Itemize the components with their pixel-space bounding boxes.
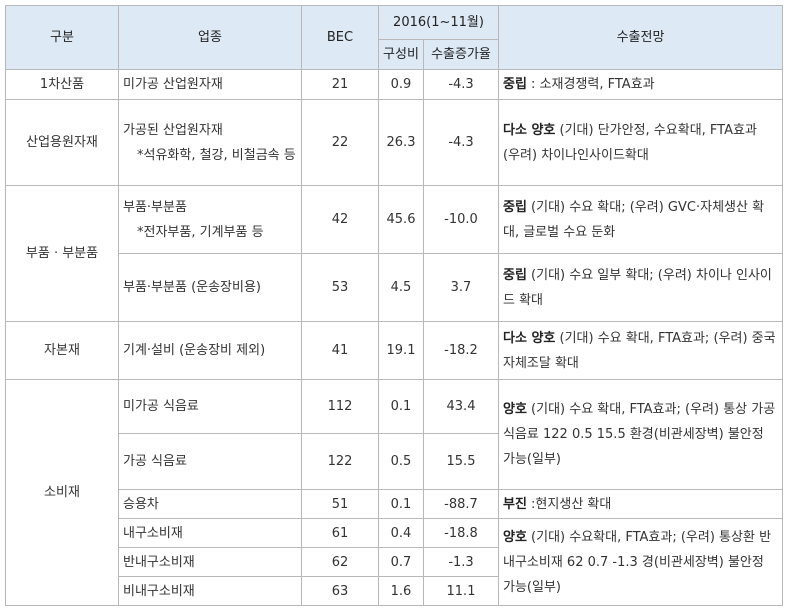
outlook-rating: 양호: [503, 402, 527, 417]
header-share: 구성비: [378, 39, 424, 70]
table-row: 부품·부분품 (운송장비용) 53 4.5 3.7 중립 (기대) 수요 일부 …: [6, 253, 783, 322]
growth-cell: -4.3: [423, 69, 499, 100]
outlook-text: :현지생산 확대: [526, 496, 612, 512]
outlook-text: : 소재경쟁력, FTA효과: [526, 77, 655, 92]
industry-cell: 내구소비재: [118, 518, 302, 548]
industry-cell: 가공 식음료: [118, 433, 302, 490]
category-cell: 부품 · 부분품: [5, 185, 119, 322]
bec-cell: 61: [301, 518, 379, 548]
bec-cell: 21: [301, 69, 379, 100]
bec-cell: 112: [301, 379, 379, 434]
outlook-rating: 중립: [503, 267, 527, 283]
bec-cell: 63: [301, 576, 379, 606]
bec-cell: 62: [301, 547, 379, 577]
table-row: 비내구소비재 63 1.6 11.1: [6, 576, 783, 606]
table-row: 1차산품 미가공 산업원자재 21 0.9 -4.3 중립 : 소재경쟁력, F…: [5, 69, 783, 100]
table-row: 가공 식음료 122 0.5 15.5: [6, 433, 783, 490]
category-cell: 1차산품: [5, 69, 119, 100]
bec-cell: 51: [301, 489, 379, 519]
outlook-text: (기대) 수요 확대, FTA효과; (우려) 통상 가공 식음료 122 0.…: [503, 402, 776, 467]
outlook-cell: 부진 :현지생산 확대: [498, 489, 783, 519]
outlook-text: (기대) 수요 일부 확대; (우려) 차이나 인사이드 확대: [503, 267, 772, 308]
growth-cell: -88.7: [423, 489, 499, 519]
table-row: 반내구소비재 62 0.7 -1.3: [6, 547, 783, 577]
bec-cell: 53: [301, 253, 379, 322]
industry-note: *전자부품, 기계부품 등: [137, 224, 264, 240]
growth-cell: 11.1: [423, 576, 499, 606]
header-growth: 수출증가율: [423, 39, 499, 70]
industry-name: 부품·부분품: [123, 199, 187, 215]
industry-cell: 반내구소비재: [118, 547, 302, 577]
outlook-cell: 양호 (기대) 수요 확대, FTA효과; (우려) 통상 가공 식음료 122…: [498, 379, 783, 490]
growth-cell: -4.3: [423, 99, 499, 186]
outlook-rating: 중립: [503, 199, 527, 215]
outlook-cell: 다소 양호 (기대) 수요 확대, FTA효과; (우려) 중국 자체조달 확대: [498, 321, 783, 380]
header-outlook: 수출전망: [498, 5, 783, 70]
growth-cell: -10.0: [423, 185, 499, 254]
bec-cell: 41: [301, 321, 379, 380]
category-cell: 자본재: [5, 321, 119, 380]
bec-cell: 42: [301, 185, 379, 254]
outlook-cell: 양호 (기대) 수요확대, FTA효과; (우려) 통상환 반내구소비재 62 …: [498, 518, 783, 606]
header-bec: BEC: [301, 5, 379, 70]
share-cell: 0.4: [378, 518, 424, 548]
outlook-rating: 다소 양호: [503, 122, 556, 138]
header-period: 2016(1~11월): [378, 5, 499, 40]
share-cell: 4.5: [378, 253, 424, 322]
share-cell: 0.9: [378, 69, 424, 100]
header-category: 구분: [5, 5, 119, 70]
table-row: 소비재 미가공 식음료 112 0.1 43.4 양호 (기대) 수요 확대, …: [5, 379, 783, 606]
export-outlook-table: 구분 업종 BEC 2016(1~11월) 수출전망 구성비 수출증가율 1차산…: [5, 5, 783, 606]
outlook-rating: 다소 양호: [503, 330, 556, 346]
category-cell: 산업용원자재: [5, 99, 119, 186]
table-row: 산업용원자재 가공된 산업원자재 *석유화학, 철강, 비철금속 등 22 26.…: [5, 99, 783, 186]
industry-cell: 승용차: [118, 489, 302, 519]
industry-cell: 가공된 산업원자재 *석유화학, 철강, 비철금속 등: [118, 99, 302, 186]
industry-cell: 미가공 산업원자재: [118, 69, 302, 100]
share-cell: 45.6: [378, 185, 424, 254]
outlook-text: (기대) 수요확대, FTA효과; (우려) 통상환 반내구소비재 62 0.7…: [503, 529, 772, 595]
outlook-text: (기대) 단가안정, 수요확대, FTA효과 (우려) 차이나인사이드확대: [503, 122, 757, 163]
growth-cell: 3.7: [423, 253, 499, 322]
industry-cell: 부품·부분품 *전자부품, 기계부품 등: [118, 185, 302, 254]
outlook-cell: 다소 양호 (기대) 단가안정, 수요확대, FTA효과 (우려) 차이나인사이…: [498, 99, 783, 186]
outlook-text: (기대) 수요 확대; (우려) GVC·자체생산 확대, 글로벌 수요 둔화: [503, 199, 765, 240]
header-industry: 업종: [118, 5, 302, 70]
outlook-cell: 중립 : 소재경쟁력, FTA효과: [498, 69, 783, 100]
table-row: 승용차 51 0.1 -88.7 부진 :현지생산 확대: [6, 489, 783, 519]
table-row: 자본재 기계·설비 (운송장비 제외) 41 19.1 -18.2 다소 양호 …: [5, 321, 783, 380]
share-cell: 26.3: [378, 99, 424, 186]
share-cell: 0.1: [378, 489, 424, 519]
table-row: 내구소비재 61 0.4 -18.8 양호 (기대) 수요확대, FTA효과; …: [6, 518, 783, 606]
outlook-rating: 중립: [503, 77, 527, 92]
industry-cell: 부품·부분품 (운송장비용): [118, 253, 302, 322]
share-cell: 0.7: [378, 547, 424, 577]
share-cell: 0.5: [378, 433, 424, 490]
outlook-rating: 양호: [503, 529, 527, 545]
outlook-rating: 부진: [503, 496, 527, 512]
table-row: 부품 · 부분품 부품·부분품 *전자부품, 기계부품 등 42 45.6 -10…: [5, 185, 783, 322]
industry-cell: 기계·설비 (운송장비 제외): [118, 321, 302, 380]
industry-note: *석유화학, 철강, 비철금속 등: [137, 147, 296, 163]
category-cell: 소비재: [5, 379, 119, 606]
bec-cell: 22: [301, 99, 379, 186]
share-cell: 19.1: [378, 321, 424, 380]
bec-cell: 122: [301, 433, 379, 490]
growth-cell: 15.5: [423, 433, 499, 490]
industry-cell: 미가공 식음료: [118, 379, 302, 434]
outlook-cell: 중립 (기대) 수요 확대; (우려) GVC·자체생산 확대, 글로벌 수요 …: [498, 185, 783, 254]
growth-cell: -1.3: [423, 547, 499, 577]
share-cell: 0.1: [378, 379, 424, 434]
outlook-cell: 중립 (기대) 수요 일부 확대; (우려) 차이나 인사이드 확대: [498, 253, 783, 322]
growth-cell: -18.2: [423, 321, 499, 380]
industry-cell: 비내구소비재: [118, 576, 302, 606]
outlook-text: (기대) 수요 확대, FTA효과; (우려) 중국 자체조달 확대: [503, 330, 776, 371]
industry-name: 가공된 산업원자재: [123, 122, 223, 138]
growth-cell: -18.8: [423, 518, 499, 548]
share-cell: 1.6: [378, 576, 424, 606]
growth-cell: 43.4: [423, 379, 499, 434]
